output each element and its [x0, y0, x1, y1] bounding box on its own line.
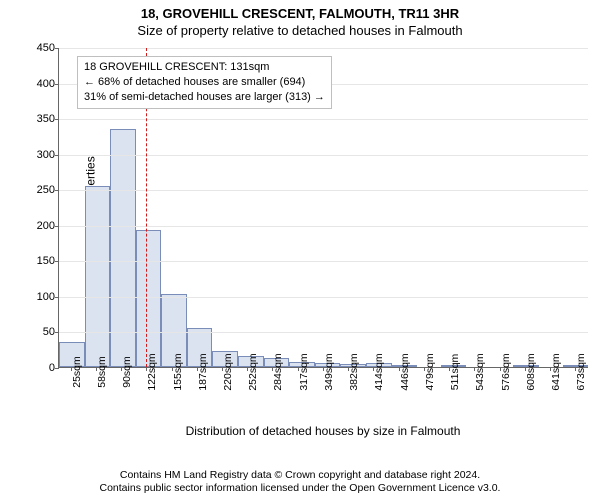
x-tick-label: 673sqm [575, 353, 587, 390]
x-tick: 317sqm [285, 368, 310, 424]
x-tick-label: 220sqm [222, 353, 234, 390]
histogram-bar [136, 230, 162, 367]
x-tick-label: 284sqm [272, 353, 284, 390]
footer-attribution: Contains HM Land Registry data © Crown c… [0, 469, 600, 496]
x-tick-label: 252sqm [247, 353, 259, 390]
y-tick-mark [55, 155, 59, 156]
x-tick-label: 58sqm [96, 356, 108, 388]
x-tick-label: 608sqm [525, 353, 537, 390]
footer-line1: Contains HM Land Registry data © Crown c… [0, 469, 600, 483]
y-tick-mark [55, 226, 59, 227]
x-tick-label: 90sqm [121, 356, 133, 388]
histogram-bar [110, 129, 136, 367]
annotation-line3: 31% of semi-detached houses are larger (… [84, 90, 325, 105]
gridline [59, 119, 588, 120]
x-tick: 284sqm [260, 368, 285, 424]
gridline [59, 332, 588, 333]
x-tick: 414sqm [361, 368, 386, 424]
x-tick-label: 122sqm [146, 353, 158, 390]
gridline [59, 190, 588, 191]
x-tick: 479sqm [411, 368, 436, 424]
x-tick: 673sqm [563, 368, 588, 424]
x-tick-label: 25sqm [71, 356, 83, 388]
gridline [59, 261, 588, 262]
annotation-line1: 18 GROVEHILL CRESCENT: 131sqm [84, 60, 325, 75]
x-tick: 511sqm [437, 368, 462, 424]
x-axis-label: Distribution of detached houses by size … [58, 424, 588, 438]
histogram-chart: Number of detached properties 18 GROVEHI… [0, 40, 600, 438]
y-tick-mark [55, 297, 59, 298]
x-tick: 187sqm [184, 368, 209, 424]
x-tick: 608sqm [512, 368, 537, 424]
x-tick-label: 382sqm [348, 353, 360, 390]
x-tick-label: 576sqm [500, 353, 512, 390]
page-title-subtitle: Size of property relative to detached ho… [0, 21, 600, 42]
x-tick: 122sqm [134, 368, 159, 424]
x-tick: 543sqm [462, 368, 487, 424]
y-tick-mark [55, 48, 59, 49]
x-tick: 576sqm [487, 368, 512, 424]
x-tick-label: 543sqm [474, 353, 486, 390]
y-tick-mark [55, 261, 59, 262]
x-tick: 252sqm [235, 368, 260, 424]
x-tick: 90sqm [108, 368, 133, 424]
y-tick-mark [55, 190, 59, 191]
x-tick: 641sqm [537, 368, 562, 424]
x-tick: 349sqm [310, 368, 335, 424]
x-tick: 446sqm [386, 368, 411, 424]
x-tick-label: 187sqm [197, 353, 209, 390]
x-tick-label: 349sqm [323, 353, 335, 390]
gridline [59, 155, 588, 156]
annotation-line2: ← 68% of detached houses are smaller (69… [84, 75, 325, 90]
x-tick: 155sqm [159, 368, 184, 424]
gridline [59, 297, 588, 298]
page-title-address: 18, GROVEHILL CRESCENT, FALMOUTH, TR11 3… [0, 0, 600, 21]
x-tick: 58sqm [83, 368, 108, 424]
y-tick-mark [55, 119, 59, 120]
x-ticks: 25sqm58sqm90sqm122sqm155sqm187sqm220sqm2… [58, 368, 588, 424]
x-tick-label: 511sqm [449, 354, 461, 391]
x-tick: 25sqm [58, 368, 83, 424]
footer-line2: Contains public sector information licen… [0, 482, 600, 496]
gridline [59, 48, 588, 49]
x-tick-label: 446sqm [399, 353, 411, 390]
x-tick-label: 414sqm [373, 353, 385, 390]
x-tick: 382sqm [336, 368, 361, 424]
plot-area: 18 GROVEHILL CRESCENT: 131sqm ← 68% of d… [58, 48, 588, 368]
x-tick-label: 479sqm [424, 353, 436, 390]
x-tick-label: 641sqm [550, 353, 562, 390]
y-tick-mark [55, 84, 59, 85]
x-tick-label: 317sqm [298, 353, 310, 390]
histogram-bar [85, 186, 111, 367]
x-tick: 220sqm [209, 368, 234, 424]
x-tick-label: 155sqm [172, 353, 184, 390]
gridline [59, 226, 588, 227]
y-tick-mark [55, 332, 59, 333]
annotation-box: 18 GROVEHILL CRESCENT: 131sqm ← 68% of d… [77, 56, 332, 109]
